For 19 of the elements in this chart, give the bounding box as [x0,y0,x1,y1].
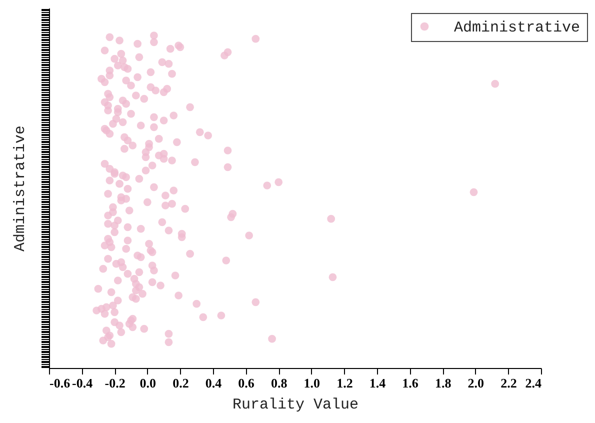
x-tick-label: 2.0 [468,376,484,390]
x-tick-label: -0.6 [50,376,71,390]
x-tick-label: 0.6 [238,376,255,390]
x-tick-label: 1.6 [402,376,419,390]
x-tick-label: 1.8 [434,376,452,390]
legend-label: Administrative [454,20,580,36]
x-tick-label: 0.2 [172,376,189,390]
x-tick-label: 0.4 [205,376,222,390]
x-tick-label: -0.4 [72,376,94,390]
x-tick-label: 1.0 [304,376,320,390]
x-tick-label: 1.4 [369,376,386,390]
x-tick-label: 2.4 [525,376,542,390]
x-tick-label: 2.2 [500,376,517,390]
x-tick-label: 1.2 [336,376,353,390]
x-tick-label: 0.0 [140,376,156,390]
x-tick-label: -0.2 [104,376,126,390]
x-tick-label: 0.8 [270,376,288,390]
y-axis-title: Administrative [12,125,29,252]
x-axis-title: Rurality Value [232,396,359,414]
